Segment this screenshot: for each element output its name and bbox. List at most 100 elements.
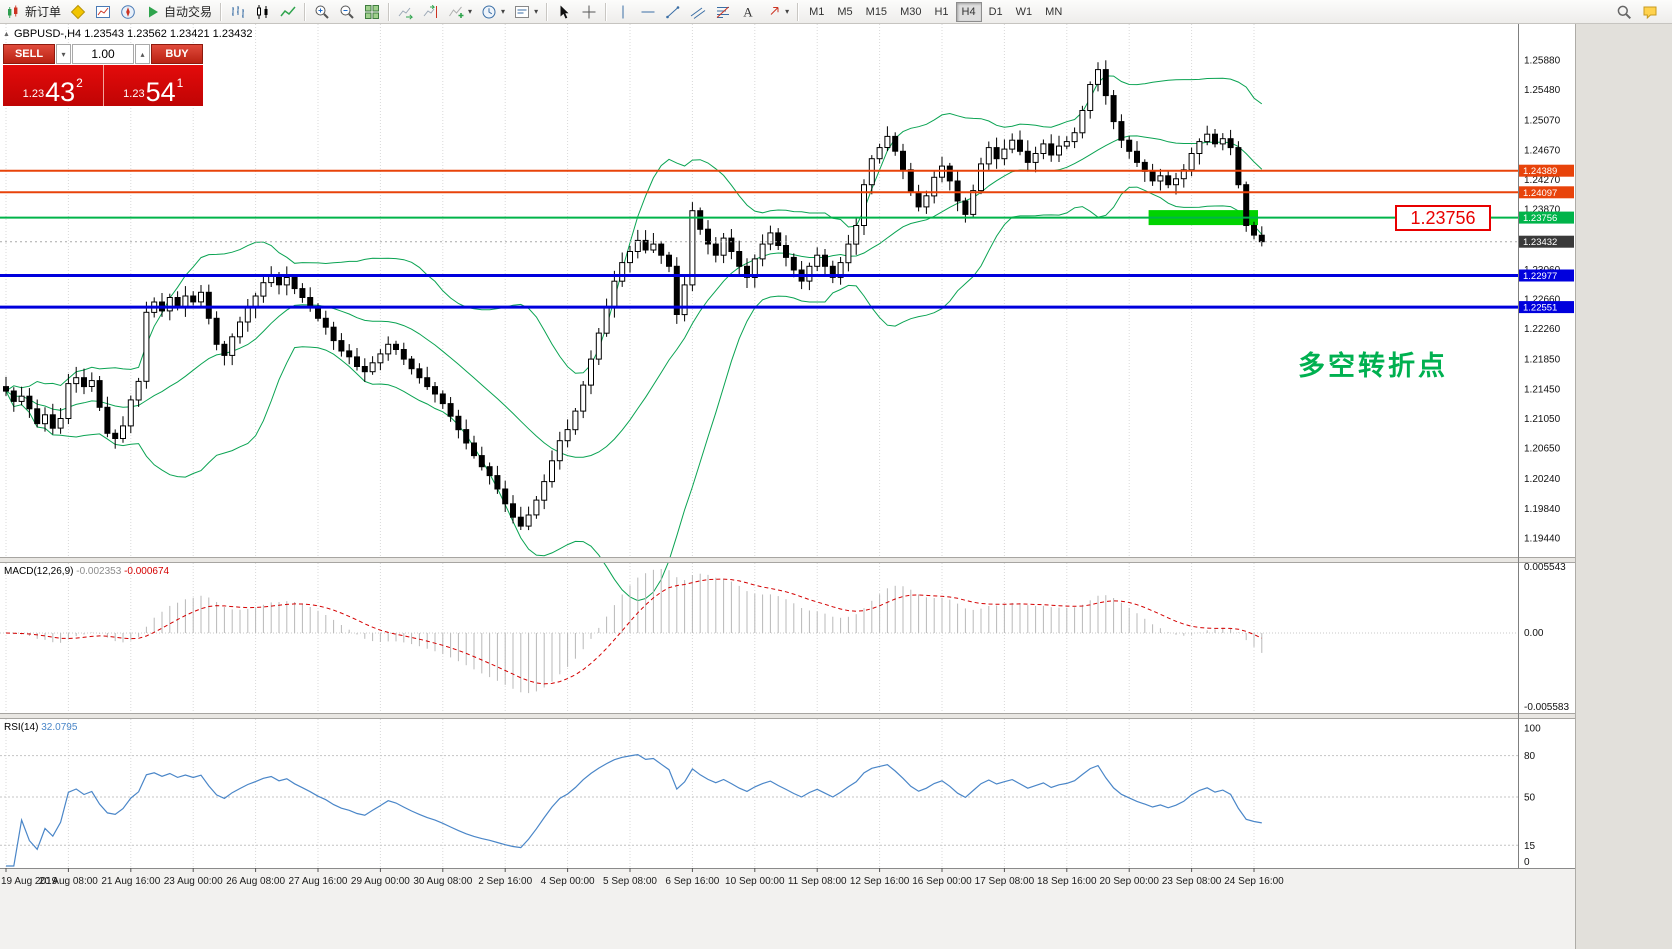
buy-button[interactable]: BUY — [151, 44, 203, 64]
svg-text:23 Sep 08:00: 23 Sep 08:00 — [1162, 876, 1222, 887]
search-button[interactable] — [1612, 2, 1636, 22]
line-chart-button[interactable] — [276, 2, 300, 22]
volume-field[interactable]: 1.00 — [72, 44, 134, 64]
text-button[interactable]: A — [736, 2, 760, 22]
indicators-icon — [448, 4, 464, 20]
tf-h4-button[interactable]: H4 — [955, 1, 982, 22]
chart-ohlc-header: ▲ GBPUSD-,H4 1.23543 1.23562 1.23421 1.2… — [3, 28, 252, 40]
rsi-line — [6, 753, 1262, 867]
chart-canvas[interactable]: 1.258801.254801.250701.246701.242701.238… — [0, 24, 1575, 949]
sell-price-small: 1.23 — [22, 88, 45, 100]
svg-text:1.22660: 1.22660 — [1524, 294, 1561, 305]
horizontal-line-button[interactable] — [636, 2, 660, 22]
indicators-button[interactable]: ▾ — [444, 2, 476, 22]
one-click-prices: 1.23 43 2 1.23 54 1 — [3, 65, 203, 106]
svg-text:1.24389: 1.24389 — [1523, 166, 1557, 177]
tf-w1-button-label: W1 — [1015, 5, 1033, 18]
chart-shift-button[interactable] — [419, 2, 443, 22]
tf-d1-button[interactable]: D1 — [983, 2, 1009, 22]
sell-price-box[interactable]: 1.23 43 2 — [3, 65, 104, 106]
svg-text:23 Aug 00:00: 23 Aug 00:00 — [164, 876, 223, 887]
cursor-button[interactable] — [552, 2, 576, 22]
svg-text:4 Sep 00:00: 4 Sep 00:00 — [541, 876, 595, 887]
svg-text:1.24097: 1.24097 — [1523, 188, 1557, 199]
templates-button[interactable]: ▾ — [510, 2, 542, 22]
panel-splitter[interactable] — [0, 557, 1575, 563]
svg-text:15: 15 — [1524, 841, 1536, 852]
tf-w1-button[interactable]: W1 — [1010, 2, 1039, 22]
svg-text:1.21050: 1.21050 — [1524, 414, 1561, 425]
auto-scroll-icon — [398, 4, 414, 20]
chat-button[interactable] — [1638, 2, 1662, 22]
periods-button[interactable]: ▾ — [477, 2, 509, 22]
tf-h1-button[interactable]: H1 — [928, 2, 954, 22]
svg-text:A: A — [743, 4, 753, 19]
one-click-controls: SELL ▾ 1.00 ▴ BUY — [3, 44, 203, 64]
periods-icon — [481, 4, 497, 20]
toolbar-separator — [388, 2, 391, 21]
market-watch-button[interactable] — [91, 2, 115, 22]
svg-text:5 Sep 08:00: 5 Sep 08:00 — [603, 876, 657, 887]
market-watch-icon — [95, 4, 111, 20]
volume-up-button[interactable]: ▴ — [135, 44, 150, 64]
price-axis[interactable]: 1.25880 1.25480 1.25070 1.24670 1.24270 1.238… — [1518, 24, 1575, 868]
autotrading-button[interactable]: 自动交易 — [141, 2, 216, 22]
tf-m30-button[interactable]: M30 — [894, 2, 927, 22]
sell-button[interactable]: SELL — [3, 44, 55, 64]
rsi-header: RSI(14) 32.0795 — [4, 722, 78, 733]
svg-text:1.22977: 1.22977 — [1523, 271, 1557, 282]
zoom-in-button[interactable] — [310, 2, 334, 22]
svg-text:20 Aug 08:00: 20 Aug 08:00 — [39, 876, 98, 887]
auto-scroll-button[interactable] — [394, 2, 418, 22]
tf-mn-button[interactable]: MN — [1039, 2, 1068, 22]
metaeditor-icon — [70, 4, 86, 20]
svg-text:2 Sep 16:00: 2 Sep 16:00 — [478, 876, 532, 887]
metaeditor-button[interactable] — [66, 2, 90, 22]
tf-h4-button-label: H4 — [961, 5, 976, 18]
price-callout[interactable]: 1.23756 — [1395, 205, 1491, 231]
trendline-button[interactable] — [661, 2, 685, 22]
chart-annotation: 多空转折点 — [1298, 351, 1448, 382]
tile-windows-button[interactable] — [360, 2, 384, 22]
svg-text:18 Sep 16:00: 18 Sep 16:00 — [1037, 876, 1097, 887]
svg-text:19 Aug 2019: 19 Aug 2019 — [1, 876, 58, 887]
text-icon: A — [740, 4, 756, 20]
new-order-button-label: 新订单 — [25, 5, 62, 19]
candlestick-chart-button[interactable] — [251, 2, 275, 22]
volume-down-button[interactable]: ▾ — [56, 44, 71, 64]
svg-text:1.23432: 1.23432 — [1523, 237, 1557, 248]
fibonacci-button[interactable] — [711, 2, 735, 22]
zoom-out-icon — [339, 4, 355, 20]
svg-text:1.24270: 1.24270 — [1524, 175, 1561, 186]
tf-m1-button[interactable]: M1 — [803, 2, 830, 22]
tf-m15-button[interactable]: M15 — [860, 2, 893, 22]
channel-button[interactable] — [686, 2, 710, 22]
svg-text:50: 50 — [1524, 793, 1536, 804]
new-order-button[interactable]: 新订单 — [2, 2, 65, 22]
toolbar-separator — [220, 2, 223, 21]
price-tag-1.24389 — [1519, 164, 1574, 177]
crosshair-button[interactable] — [577, 2, 601, 22]
bar-chart-button[interactable] — [226, 2, 250, 22]
buy-price-box[interactable]: 1.23 54 1 — [103, 65, 203, 107]
vertical-line-button[interactable] — [611, 2, 635, 22]
candles-icon — [255, 4, 271, 20]
panel-splitter[interactable] — [0, 713, 1575, 719]
svg-text:17 Sep 08:00: 17 Sep 08:00 — [975, 876, 1035, 887]
svg-text:1.25880: 1.25880 — [1524, 56, 1561, 67]
buy-price-small: 1.23 — [123, 88, 145, 100]
svg-text:1.22260: 1.22260 — [1524, 324, 1561, 335]
tf-m5-button[interactable]: M5 — [831, 2, 858, 22]
svg-text:27 Aug 16:00: 27 Aug 16:00 — [289, 876, 348, 887]
chat-icon — [1642, 4, 1658, 20]
navigator-button[interactable] — [116, 2, 140, 22]
zoom-out-button[interactable] — [335, 2, 359, 22]
svg-text:1.21850: 1.21850 — [1524, 355, 1561, 366]
arrows-button[interactable]: ▾ — [761, 2, 793, 22]
svg-text:1.22551: 1.22551 — [1523, 303, 1557, 314]
toolbar-separator — [546, 2, 549, 21]
buy-price-big: 54 — [145, 76, 176, 107]
macd-histogram — [13, 569, 1263, 694]
